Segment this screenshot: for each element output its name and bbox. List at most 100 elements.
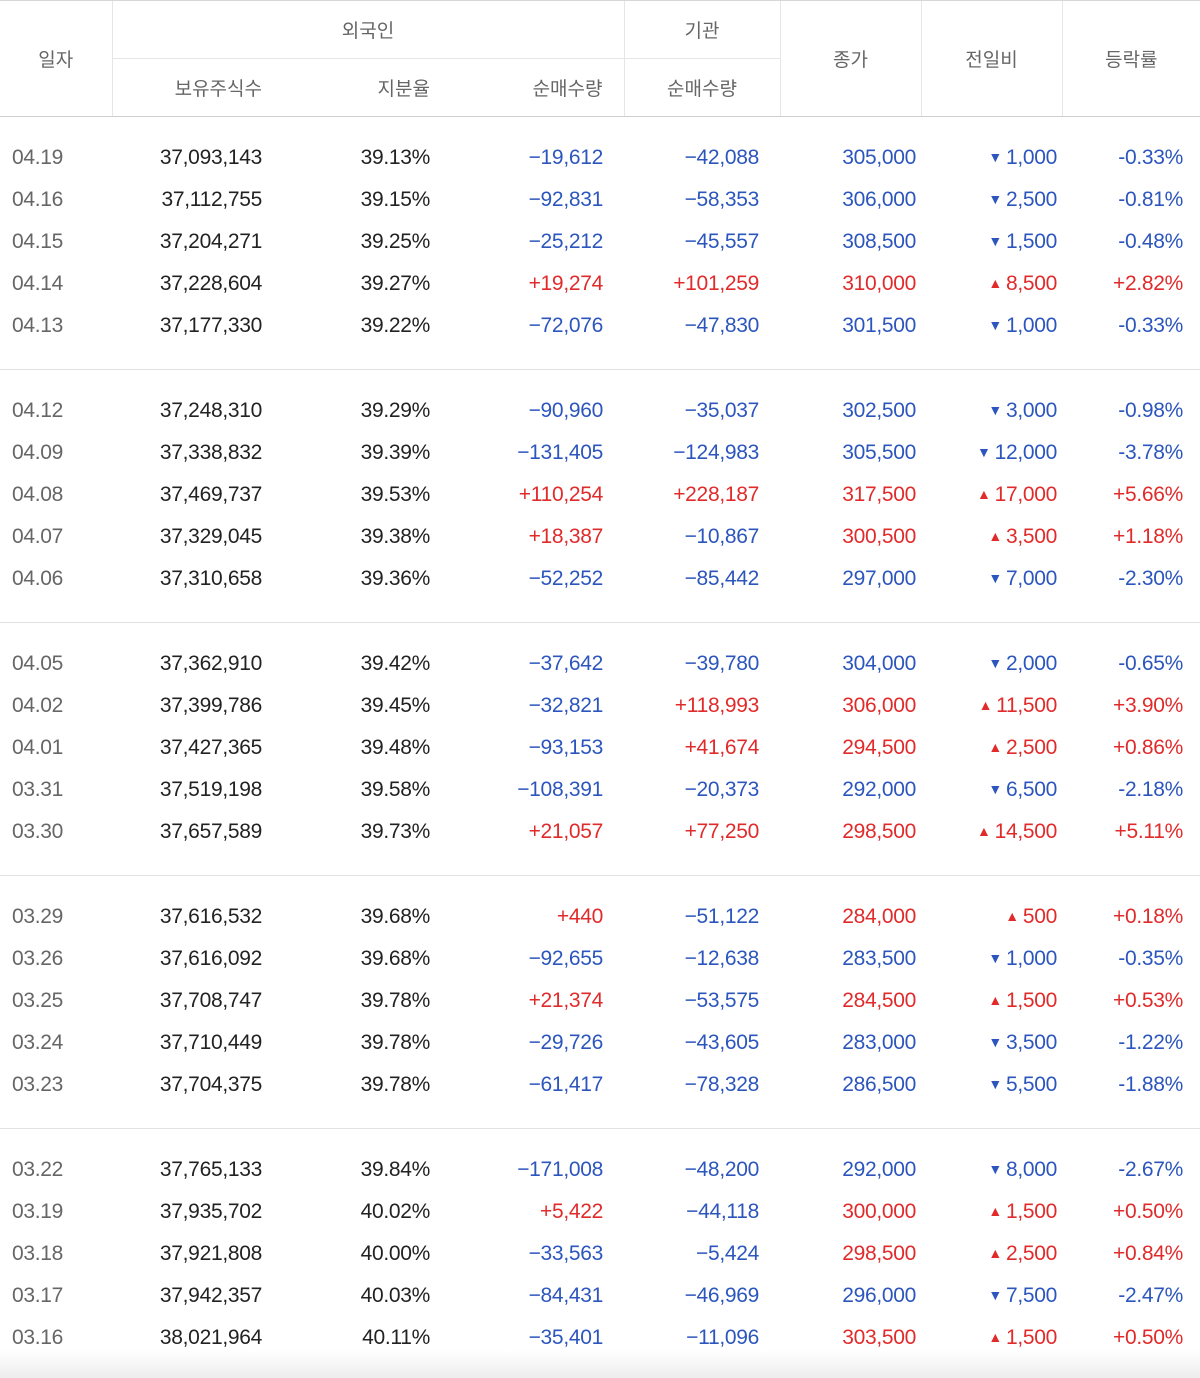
group-divider (0, 853, 1200, 876)
cell-close: 283,000 (842, 1031, 916, 1054)
cell-foreign-net: −25,212 (528, 230, 604, 253)
cell-holdings: 37,248,310 (159, 399, 262, 422)
table-row: 03.29 37,616,532 39.68% +440 −51,122 284,000 ▲… (0, 896, 1200, 938)
cell-date: 04.19 (12, 146, 64, 169)
header-date: 일자 (0, 0, 112, 117)
cell-close: 298,500 (842, 1242, 916, 1265)
cell-rate: +0.18% (1112, 905, 1183, 928)
cell-foreign-net: +440 (556, 905, 603, 928)
cell-inst-net: −58,353 (684, 188, 760, 211)
cell-inst-net: −43,605 (684, 1031, 760, 1054)
cell-share-ratio: 39.15% (360, 188, 431, 211)
table-row: 04.07 37,329,045 39.38% +18,387 −10,867 300,5… (0, 516, 1200, 558)
table-row: 03.18 37,921,808 40.00% −33,563 −5,424 298,50… (0, 1233, 1200, 1275)
change-value: 2,000 (1005, 652, 1057, 675)
cell-close: 283,500 (842, 947, 916, 970)
cell-date: 04.12 (12, 399, 64, 422)
cell-close: 297,000 (842, 567, 916, 590)
cell-holdings: 37,921,808 (159, 1242, 262, 1265)
change-value: 2,500 (1005, 188, 1057, 211)
cell-rate: -2.47% (1118, 1284, 1183, 1307)
cell-close: 305,000 (842, 146, 916, 169)
cell-date: 04.08 (12, 483, 64, 506)
cell-share-ratio: 39.68% (360, 905, 431, 928)
cell-share-ratio: 39.78% (360, 1031, 431, 1054)
table-row: 03.26 37,616,092 39.68% −92,655 −12,638 283,5… (0, 938, 1200, 980)
triangle-up-icon: ▲ (988, 739, 1002, 755)
cell-share-ratio: 39.78% (360, 989, 431, 1012)
triangle-up-icon: ▲ (988, 275, 1002, 291)
cell-inst-net: +118,993 (674, 694, 760, 717)
cell-date: 03.18 (12, 1242, 64, 1265)
cell-close: 304,000 (842, 652, 916, 675)
triangle-down-icon: ▼ (988, 1076, 1002, 1092)
change-value: 1,000 (1005, 947, 1057, 970)
table-row: 03.17 37,942,357 40.03% −84,431 −46,969 296,0… (0, 1275, 1200, 1317)
cell-share-ratio: 39.42% (360, 652, 431, 675)
triangle-up-icon: ▲ (988, 1329, 1002, 1345)
cell-foreign-net: −52,252 (528, 567, 604, 590)
change-value: 8,500 (1005, 272, 1057, 295)
cell-foreign-net: −108,391 (517, 778, 603, 801)
table-row: 04.05 37,362,910 39.42% −37,642 −39,780 304,0… (0, 643, 1200, 685)
cell-close: 292,000 (842, 1158, 916, 1181)
spacer-cell (0, 117, 1200, 138)
cell-foreign-net: −84,431 (528, 1284, 604, 1307)
cell-foreign-net: −19,612 (528, 146, 604, 169)
cell-foreign-net: −61,417 (528, 1073, 604, 1096)
header-inst-net: 순매수량 (623, 58, 780, 117)
divider-cell (0, 600, 1200, 623)
group-spacer (0, 876, 1200, 897)
cell-date: 04.01 (12, 736, 64, 759)
cell-share-ratio: 39.48% (360, 736, 431, 759)
cell-holdings: 37,338,832 (159, 441, 262, 464)
divider-cell (0, 853, 1200, 876)
cell-foreign-net: −90,960 (528, 399, 604, 422)
change-value: 500 (1022, 905, 1057, 928)
divider-cell (0, 347, 1200, 370)
cell-date: 03.29 (12, 905, 64, 928)
cell-close: 284,500 (842, 989, 916, 1012)
cell-share-ratio: 40.03% (360, 1284, 431, 1307)
cell-share-ratio: 39.22% (360, 314, 431, 337)
cell-date: 03.25 (12, 989, 64, 1012)
table-row: 04.06 37,310,658 39.36% −52,252 −85,442 297,0… (0, 558, 1200, 600)
triangle-down-icon: ▼ (988, 233, 1002, 249)
triangle-down-icon: ▼ (988, 1287, 1002, 1303)
cell-share-ratio: 39.58% (360, 778, 431, 801)
cell-inst-net: −85,442 (684, 567, 760, 590)
cell-change: ▼ 12,000 (921, 432, 1062, 474)
triangle-down-icon: ▼ (988, 149, 1002, 165)
cell-share-ratio: 39.73% (360, 820, 431, 843)
table-row: 04.19 37,093,143 39.13% −19,612 −42,088 305,0… (0, 137, 1200, 179)
cell-change: ▼ 6,500 (921, 769, 1062, 811)
cell-rate: -3.78% (1118, 441, 1183, 464)
cell-holdings: 37,708,747 (159, 989, 262, 1012)
group-spacer (0, 623, 1200, 644)
header-foreign-net: 순매수량 (451, 58, 624, 117)
cell-rate: +0.50% (1112, 1326, 1183, 1349)
cell-date: 04.06 (12, 567, 64, 590)
cell-change: ▼ 1,000 (921, 938, 1062, 980)
cell-holdings: 37,519,198 (159, 778, 262, 801)
table-row: 03.22 37,765,133 39.84% −171,008 −48,200 292,… (0, 1149, 1200, 1191)
cell-rate: +0.86% (1112, 736, 1183, 759)
cell-close: 303,500 (842, 1326, 916, 1349)
cell-foreign-net: −33,563 (528, 1242, 604, 1265)
cell-rate: -0.48% (1118, 230, 1183, 253)
table-row: 03.24 37,710,449 39.78% −29,726 −43,605 283,0… (0, 1022, 1200, 1064)
cell-share-ratio: 39.13% (360, 146, 431, 169)
change-value: 8,000 (1005, 1158, 1057, 1181)
cell-date: 04.07 (12, 525, 64, 548)
cell-close: 294,500 (842, 736, 916, 759)
cell-foreign-net: −92,655 (528, 947, 604, 970)
table-row: 03.16 38,021,964 40.11% −35,401 −11,096 303,5… (0, 1317, 1200, 1359)
cell-inst-net: +41,674 (684, 736, 760, 759)
cell-inst-net: −39,780 (684, 652, 760, 675)
cell-change: ▲ 14,500 (921, 811, 1062, 853)
header-institution: 기관 (623, 0, 780, 59)
cell-foreign-net: −32,821 (528, 694, 604, 717)
header-foreign: 외국인 (111, 0, 624, 59)
cell-holdings: 37,177,330 (159, 314, 262, 337)
cell-date: 03.16 (12, 1326, 64, 1349)
